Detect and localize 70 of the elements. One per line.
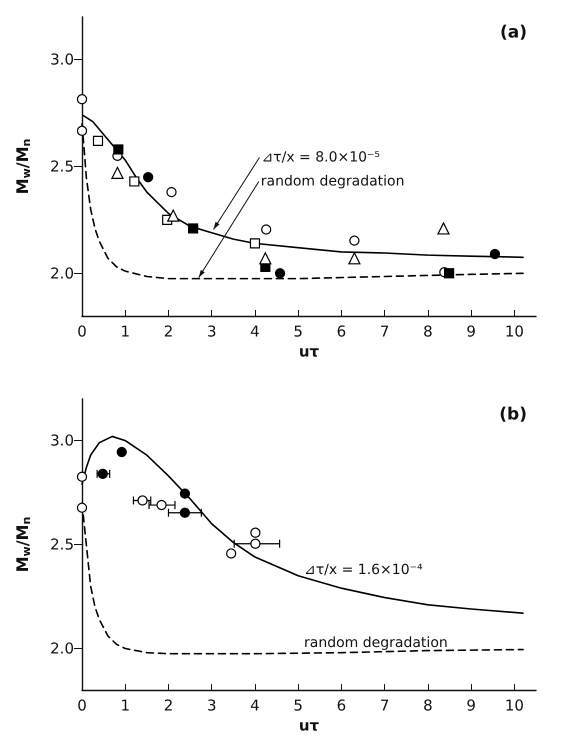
line-series xyxy=(81,436,524,614)
line-series xyxy=(81,122,524,280)
x-tick-label: 1 xyxy=(120,696,130,715)
point xyxy=(111,166,124,180)
x-tick-label: 6 xyxy=(336,696,346,715)
x-tick-label: 0 xyxy=(77,322,87,340)
point xyxy=(92,136,104,146)
x-tick-label: 3 xyxy=(206,696,216,715)
point xyxy=(490,248,500,260)
x-tick-label: 6 xyxy=(336,322,346,340)
point xyxy=(180,508,190,518)
x-tick-label: 10 xyxy=(504,322,524,340)
point xyxy=(156,500,167,510)
point xyxy=(76,502,88,513)
point xyxy=(349,236,360,246)
annotation: ⊿τ/x = 1.6×10⁻⁴ xyxy=(304,562,423,578)
point xyxy=(76,126,88,136)
x-tick-label: 4 xyxy=(250,696,260,715)
x-tick-label: 2 xyxy=(164,322,174,340)
x-tick-label: 5 xyxy=(293,322,303,340)
x-tick-label: 7 xyxy=(380,322,390,340)
point xyxy=(250,238,260,248)
point xyxy=(250,538,260,549)
y-tick-label: 3.0 xyxy=(50,50,74,69)
annotation: random degradation xyxy=(304,635,448,651)
point xyxy=(167,210,180,222)
x-tick-label: 8 xyxy=(423,696,433,715)
y-tick-label: 2.5 xyxy=(50,158,74,176)
x-tick-label: 9 xyxy=(466,696,476,715)
point xyxy=(188,223,198,234)
x-tick-label: 0 xyxy=(77,696,87,715)
annotation: ⊿τ/x = 8.0×10⁻⁵ xyxy=(261,150,380,166)
point xyxy=(274,268,286,278)
point xyxy=(259,252,272,264)
point xyxy=(143,172,154,182)
y-axis-title: Mw/Mn xyxy=(13,516,33,572)
point xyxy=(261,224,272,235)
point xyxy=(129,176,140,187)
x-tick-label: 2 xyxy=(164,696,174,715)
x-axis-title: uτ xyxy=(298,342,320,360)
point xyxy=(116,446,127,458)
point xyxy=(180,488,190,499)
y-axis-title: Mw/Mn xyxy=(13,138,33,194)
chart-title: (a) xyxy=(500,22,528,42)
point xyxy=(166,187,177,198)
x-tick-label: 10 xyxy=(504,696,524,715)
x-tick-label: 9 xyxy=(466,322,476,340)
y-tick-label: 3.0 xyxy=(50,432,74,450)
point xyxy=(76,472,88,482)
annotation: random degradation xyxy=(260,174,405,190)
point xyxy=(437,222,450,235)
point xyxy=(250,528,260,538)
point xyxy=(348,252,360,264)
y-tick-label: 2.5 xyxy=(50,536,74,554)
x-axis-title: uτ xyxy=(298,716,320,734)
x-tick-label: 5 xyxy=(293,696,303,715)
x-tick-label: 7 xyxy=(380,696,390,715)
point xyxy=(76,94,88,104)
x-tick-label: 1 xyxy=(120,322,130,340)
point xyxy=(137,495,148,506)
point xyxy=(226,548,236,559)
x-tick-label: 8 xyxy=(423,322,433,340)
point xyxy=(113,144,124,155)
chart-title: (b) xyxy=(499,404,528,424)
y-tick-label: 2.0 xyxy=(50,264,74,282)
point xyxy=(98,468,108,479)
point xyxy=(444,268,454,278)
y-tick-label: 2.0 xyxy=(50,640,74,658)
x-tick-label: 4 xyxy=(250,322,260,340)
x-tick-label: 3 xyxy=(206,322,216,340)
